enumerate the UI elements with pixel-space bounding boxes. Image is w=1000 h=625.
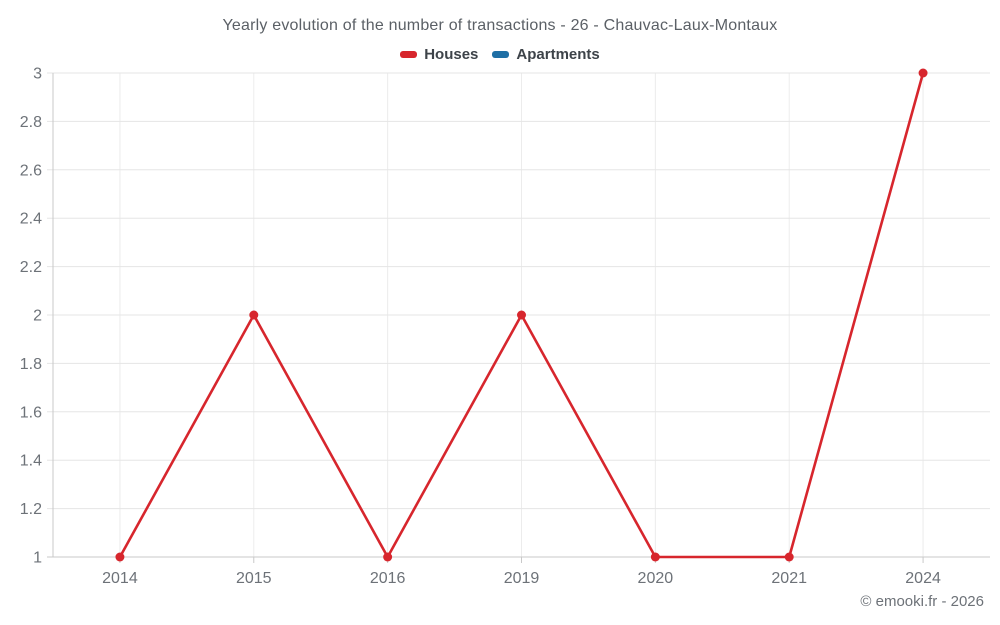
y-axis-label: 1 bbox=[33, 550, 42, 567]
y-axis-label: 1.2 bbox=[20, 501, 42, 518]
houses-data-point[interactable] bbox=[249, 310, 259, 320]
x-axis-label: 2021 bbox=[771, 570, 807, 587]
x-axis-label: 2019 bbox=[504, 570, 540, 587]
legend-item-apartments[interactable]: Apartments bbox=[492, 46, 600, 63]
houses-series-swatch-icon bbox=[400, 51, 418, 58]
legend-item-houses[interactable]: Houses bbox=[400, 46, 478, 63]
chart-title: Yearly evolution of the number of transa… bbox=[222, 17, 778, 34]
legend-label-apartments: Apartments bbox=[516, 46, 600, 63]
y-axis-label: 2.6 bbox=[20, 162, 42, 179]
y-axis-label: 1.4 bbox=[20, 453, 42, 470]
houses-data-point[interactable] bbox=[918, 68, 928, 78]
x-axis-label: 2024 bbox=[905, 570, 941, 587]
houses-data-point[interactable] bbox=[784, 552, 794, 562]
legend-label-houses: Houses bbox=[424, 46, 479, 63]
y-axis-label: 3 bbox=[33, 66, 42, 83]
credit-text: © emooki.fr - 2026 bbox=[860, 593, 984, 610]
y-axis-label: 2.8 bbox=[20, 114, 42, 131]
y-axis-label: 2 bbox=[33, 308, 42, 325]
houses-data-point[interactable] bbox=[115, 552, 125, 562]
y-axis-label: 2.4 bbox=[20, 211, 42, 228]
y-axis-label: 1.8 bbox=[20, 356, 42, 373]
x-axis-label: 2020 bbox=[638, 570, 674, 587]
y-axis-label: 2.2 bbox=[20, 259, 42, 276]
legend: Houses Apartments bbox=[0, 46, 1000, 63]
x-axis-label: 2014 bbox=[102, 570, 138, 587]
x-axis-label: 2016 bbox=[370, 570, 406, 587]
apartments-series-swatch-icon bbox=[492, 51, 510, 58]
x-axis-label: 2015 bbox=[236, 570, 272, 587]
houses-data-point[interactable] bbox=[650, 552, 660, 562]
y-axis-label: 1.6 bbox=[20, 404, 42, 421]
houses-data-point[interactable] bbox=[383, 552, 393, 562]
houses-data-point[interactable] bbox=[517, 310, 526, 320]
